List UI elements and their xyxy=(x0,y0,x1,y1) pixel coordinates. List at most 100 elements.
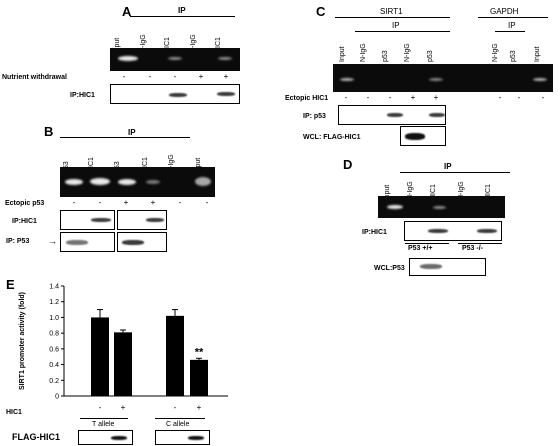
ip-label: IP xyxy=(508,21,516,30)
ip-label: IP xyxy=(392,21,400,30)
sign: - xyxy=(72,198,76,207)
group-bracket xyxy=(405,243,449,244)
gel-image xyxy=(60,167,215,197)
sign: + xyxy=(433,93,439,102)
condition-sign: - xyxy=(99,403,102,412)
ip-bracket xyxy=(355,31,450,32)
sign: - xyxy=(173,72,177,81)
blot-image xyxy=(338,105,446,125)
group-label: P53 +/+ xyxy=(408,245,433,252)
sirt1-bracket xyxy=(335,17,450,18)
condition-label: Ectopic HIC1 xyxy=(285,95,329,102)
y-tick-label: 1.0 xyxy=(49,315,59,322)
blot-label: IP:HIC1 xyxy=(362,229,387,236)
blot-label: IP: p53 xyxy=(303,113,326,120)
ip-bracket xyxy=(495,31,525,32)
sign: - xyxy=(178,198,182,207)
sign: - xyxy=(122,72,126,81)
panel-letter: B xyxy=(44,124,54,139)
y-axis-label: SIRT1 promoter activity (fold) xyxy=(19,292,26,390)
gel-image xyxy=(333,64,553,92)
sign: + xyxy=(410,93,416,102)
sign: - xyxy=(148,72,152,81)
lane-label: N-IgG xyxy=(360,43,367,62)
y-tick-label: 0.2 xyxy=(49,378,59,385)
blot-label: WCL:P53 xyxy=(374,265,405,272)
panel-letter: C xyxy=(316,4,326,19)
panel-letter: E xyxy=(6,277,15,292)
lane-label: p53 xyxy=(382,50,389,62)
sign: + xyxy=(150,198,156,207)
y-tick-label: 0 xyxy=(55,394,59,401)
ip-bracket xyxy=(400,172,510,173)
blot-image xyxy=(78,430,133,445)
blot-label: IP:HIC1 xyxy=(70,92,95,99)
group-label: P53 -/- xyxy=(462,245,484,252)
bar xyxy=(166,315,184,396)
blot-image xyxy=(60,210,115,230)
blot-image xyxy=(400,126,446,146)
sign: + xyxy=(223,72,229,81)
arrow-icon: → xyxy=(48,236,57,246)
sign: - xyxy=(366,93,370,102)
sign: - xyxy=(205,198,209,207)
ip-label: IP xyxy=(444,162,452,171)
lane-label: Input xyxy=(534,46,541,62)
blot-image xyxy=(409,258,486,276)
blot-label: IP: P53 xyxy=(6,238,30,245)
ip-bracket xyxy=(60,137,190,138)
sign: - xyxy=(388,93,392,102)
lane-label: p53 xyxy=(510,50,517,62)
lane-label: Input xyxy=(339,46,346,62)
panel-letter: A xyxy=(122,4,132,19)
ip-label: IP xyxy=(128,128,136,137)
condition-label: Nutrient withdrawal xyxy=(2,74,67,81)
sign: - xyxy=(344,93,348,102)
condition-sign: - xyxy=(174,403,177,412)
blot-image xyxy=(404,221,502,241)
condition-label: Ectopic p53 xyxy=(5,200,45,207)
group-label: C allele xyxy=(166,421,190,428)
gapdh-label: GAPDH xyxy=(490,7,519,16)
bar xyxy=(114,332,132,396)
gapdh-bracket xyxy=(478,17,548,18)
lane-label: p53 xyxy=(427,50,434,62)
group-bracket xyxy=(155,418,205,419)
y-tick-label: 0.4 xyxy=(49,362,59,369)
lane-label: N-IgG xyxy=(492,43,499,62)
blot-image xyxy=(117,232,167,252)
y-tick-label: 1.4 xyxy=(49,284,59,291)
sign: - xyxy=(541,93,545,102)
blot-label: IP:HIC1 xyxy=(12,218,37,225)
blot-image xyxy=(155,430,210,445)
blot-label: WCL: FLAG-HIC1 xyxy=(303,134,361,141)
y-tick-label: 1.2 xyxy=(49,299,59,306)
sign: - xyxy=(517,93,521,102)
blot-image xyxy=(110,84,240,104)
bar xyxy=(91,317,109,396)
blot-image xyxy=(117,210,167,230)
condition-sign: + xyxy=(121,403,126,412)
sign: - xyxy=(98,198,102,207)
condition-sign: + xyxy=(197,403,202,412)
bar-chart: 0 0.2 0.4 0.6 0.8 1.0 1.2 1.4 SIRT1 promoter act… xyxy=(19,284,228,412)
condition-label: HIC1 xyxy=(6,409,22,416)
ip-label: IP xyxy=(178,6,186,15)
sign: - xyxy=(498,93,502,102)
group-label: T allele xyxy=(92,421,115,428)
sign: + xyxy=(198,72,204,81)
bar xyxy=(190,359,208,396)
ip-bracket xyxy=(130,16,235,17)
y-tick-label: 0.8 xyxy=(49,331,59,338)
blot-label: FLAG-HIC1 xyxy=(12,432,60,442)
gel-image xyxy=(110,48,240,71)
significance-marker: ** xyxy=(195,346,204,358)
panel-letter: D xyxy=(343,157,353,172)
lane-label: N-IgG xyxy=(404,43,411,62)
y-tick-label: 0.6 xyxy=(49,346,59,353)
group-bracket xyxy=(80,418,128,419)
sign: + xyxy=(123,198,129,207)
blot-image xyxy=(60,232,115,252)
sirt1-label: SIRT1 xyxy=(380,7,403,16)
group-bracket xyxy=(458,243,502,244)
